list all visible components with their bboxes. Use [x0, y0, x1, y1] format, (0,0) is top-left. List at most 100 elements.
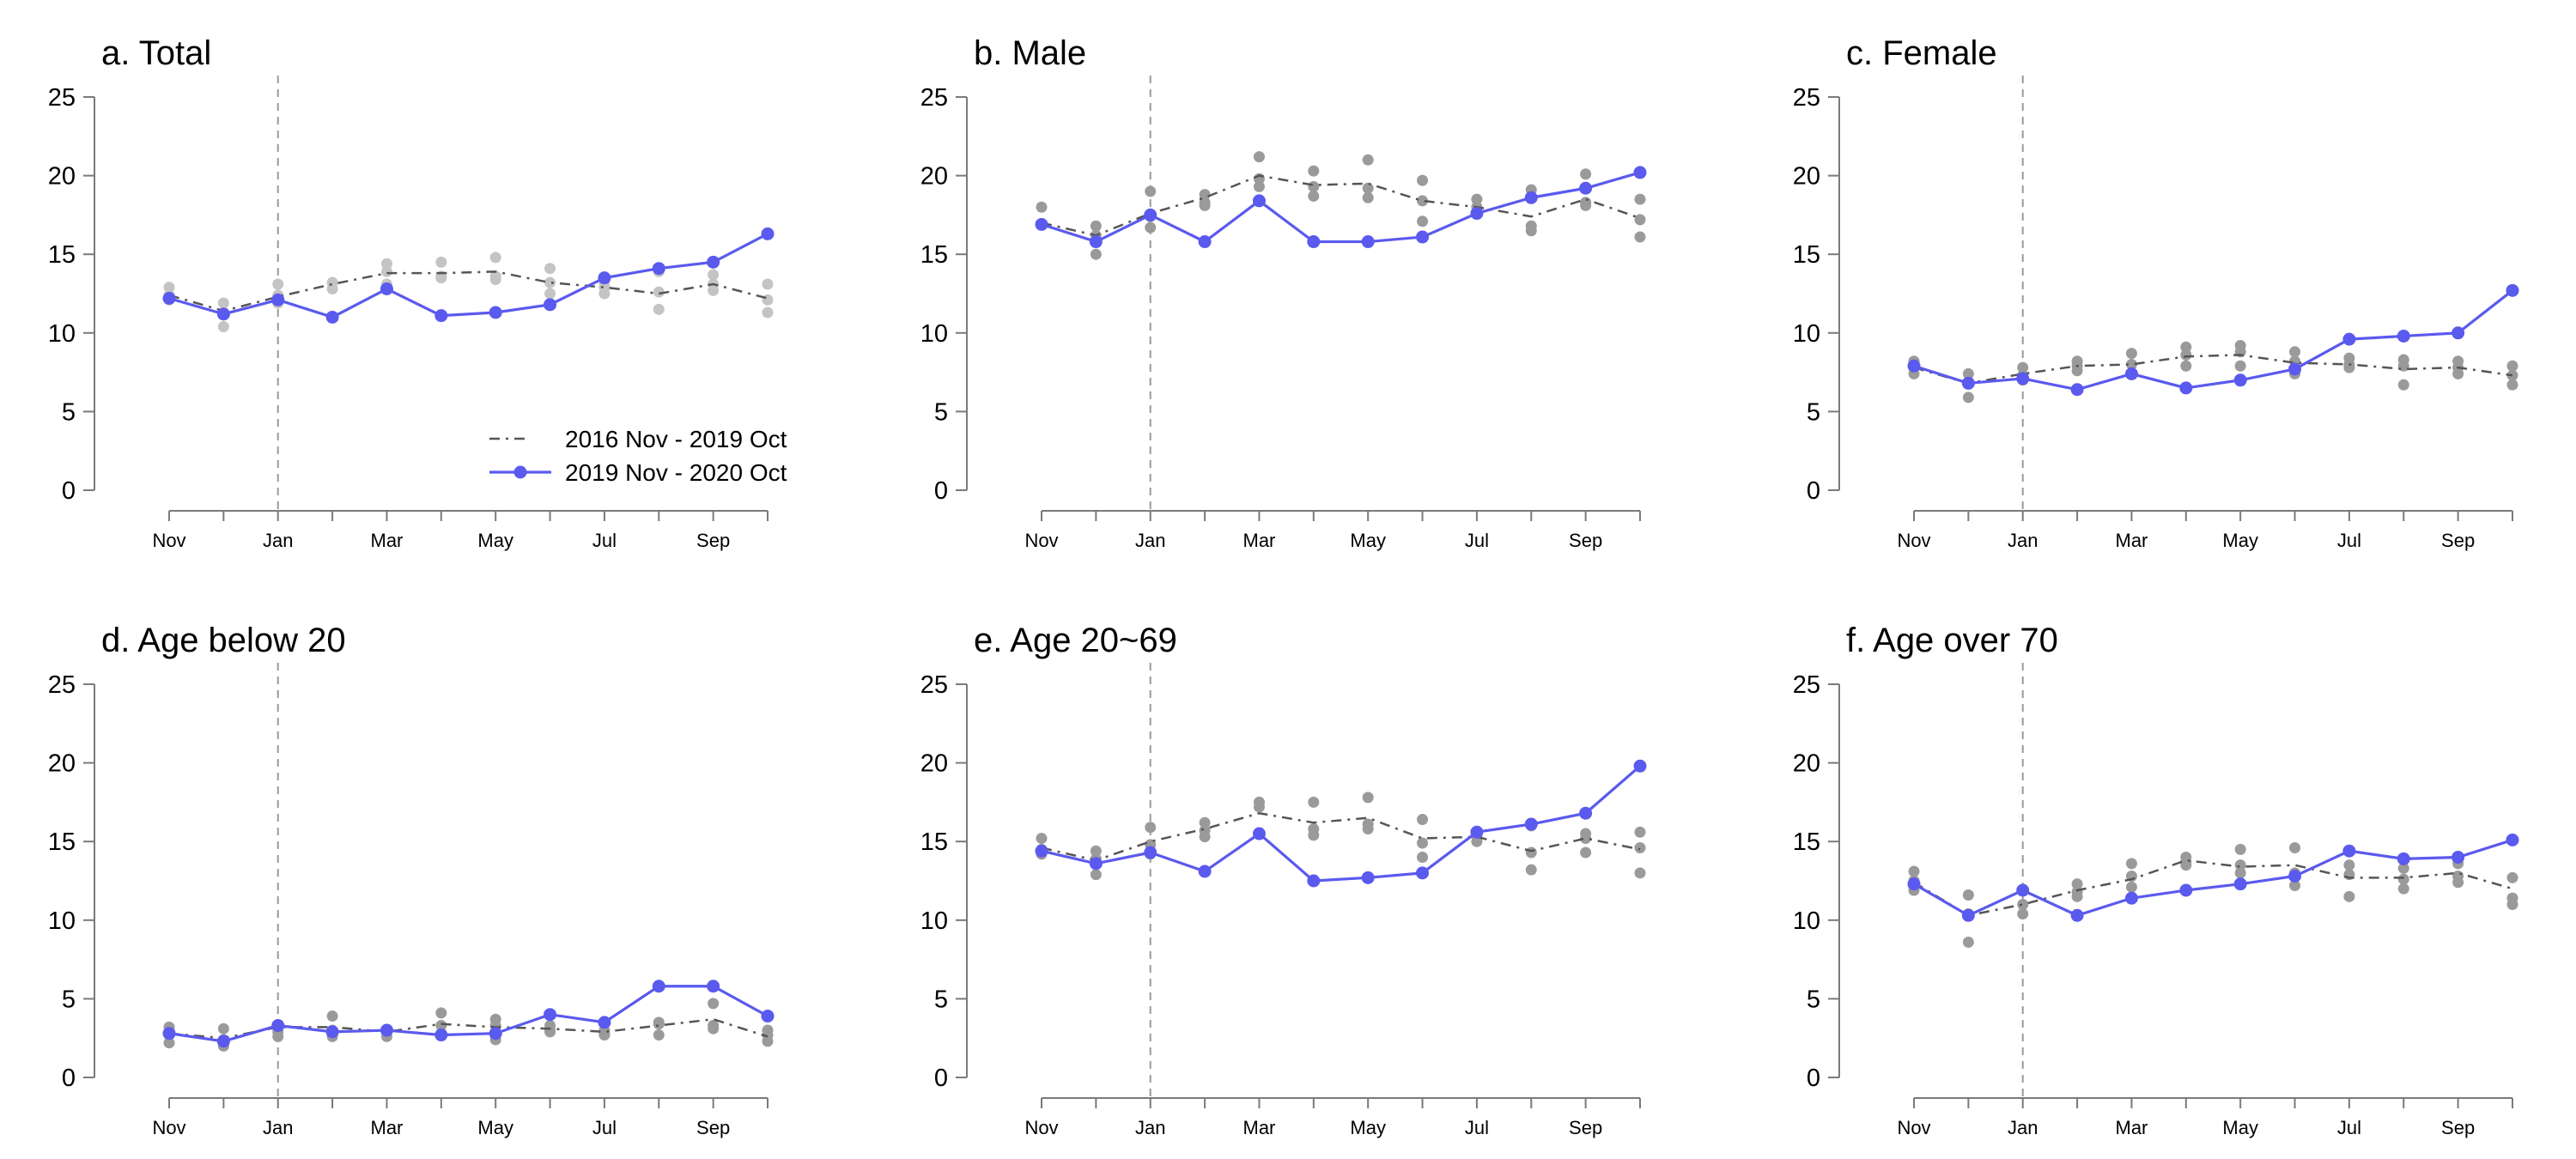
baseline-year-point — [327, 1010, 338, 1022]
x-tick-label: Sep — [696, 1117, 730, 1138]
x-tick-label: Jul — [2337, 530, 2361, 551]
baseline-year-point — [1417, 215, 1428, 227]
series-point-current — [489, 306, 502, 319]
baseline-year-point — [1254, 181, 1265, 192]
baseline-year-point — [2507, 899, 2518, 910]
baseline-year-point — [1526, 225, 1537, 236]
baseline-year-point — [2398, 379, 2409, 391]
y-tick-label: 5 — [934, 986, 948, 1013]
baseline-year-point — [2126, 858, 2137, 869]
panel-1: a. Total0510152025Nov Jan Mar May Jul Sep2016… — [48, 34, 787, 551]
baseline-year-point — [1308, 829, 1319, 840]
series-point-current — [707, 256, 720, 269]
baseline-year-point — [1417, 838, 1428, 849]
baseline-year-point — [1635, 867, 1646, 878]
series-line-current — [169, 986, 768, 1041]
panel-title: c. Female — [1846, 34, 1997, 72]
series-point-current — [217, 1035, 230, 1047]
series-point-current — [653, 262, 665, 275]
panel-title: b. Male — [974, 34, 1086, 72]
series-point-current — [1416, 231, 1429, 244]
y-tick-label: 15 — [1793, 241, 1820, 269]
baseline-year-point — [1635, 842, 1646, 853]
y-tick-label: 15 — [1793, 828, 1820, 856]
x-tick-label: Mar — [2116, 1117, 2148, 1138]
x-tick-label: Jul — [1465, 530, 1489, 551]
baseline-year-point — [272, 1031, 283, 1042]
series-point-current — [707, 980, 720, 992]
y-tick-label: 25 — [48, 671, 76, 699]
baseline-year-point — [762, 294, 774, 306]
baseline-year-point — [2017, 908, 2028, 919]
baseline-year-point — [1417, 814, 1428, 825]
baseline-year-point — [1526, 847, 1537, 859]
y-tick-label: 5 — [1807, 398, 1820, 426]
series-point-current — [598, 271, 611, 284]
y-tick-label: 10 — [920, 320, 948, 348]
y-tick-label: 5 — [62, 398, 76, 426]
series-point-current — [1470, 826, 1483, 839]
series-point-current — [2234, 877, 2247, 890]
legend-current-marker — [514, 466, 527, 479]
baseline-year-point — [1200, 831, 1211, 842]
series-point-current — [2342, 333, 2355, 346]
series-point-current — [2016, 883, 2029, 896]
y-tick-label: 15 — [48, 241, 76, 269]
series-point-current — [1144, 209, 1157, 221]
baseline-year-point — [218, 321, 229, 332]
y-tick-label: 20 — [920, 163, 948, 191]
x-tick-label: Jan — [1135, 530, 1165, 551]
x-tick-label: Sep — [1569, 530, 1602, 551]
y-tick-label: 10 — [48, 320, 76, 348]
baseline-year-point — [490, 252, 501, 263]
baseline-year-point — [2452, 368, 2464, 379]
series-point-current — [2506, 284, 2519, 297]
baseline-year-point — [2126, 882, 2137, 893]
series-point-current — [2506, 834, 2519, 846]
baseline-year-point — [2343, 891, 2354, 902]
x-tick-label: Jul — [592, 1117, 617, 1138]
series-point-current — [217, 307, 230, 320]
baseline-year-point — [1091, 869, 1102, 880]
baseline-year-point — [653, 1029, 665, 1041]
panel-6: f. Age over 70 0 5 10 15 20 25 Nov Jan Mar May Jul S… — [1793, 622, 2519, 1138]
baseline-year-point — [544, 263, 556, 274]
baseline-year-point — [381, 266, 392, 277]
baseline-year-point — [435, 1007, 447, 1018]
y-tick-label: 25 — [1793, 671, 1820, 699]
series-point-current — [1036, 845, 1048, 858]
panel-4: d. Age below 200510152025Nov Jan Mar May Jul… — [48, 622, 775, 1138]
series-point-current — [434, 1029, 447, 1041]
baseline-year-point — [1526, 865, 1537, 876]
x-tick-label: Nov — [1024, 1117, 1058, 1138]
x-tick-label: Jan — [263, 1117, 293, 1138]
x-tick-label: Mar — [2116, 530, 2148, 551]
x-tick-label: Mar — [371, 1117, 404, 1138]
baseline-year-point — [762, 1035, 774, 1047]
series-point-current — [762, 1010, 775, 1022]
baseline-year-point — [653, 304, 665, 315]
series-line-current — [1042, 766, 1640, 881]
baseline-year-point — [1963, 937, 1974, 948]
y-tick-label: 20 — [1793, 750, 1820, 778]
baseline-year-point — [1635, 827, 1646, 838]
series-point-current — [2234, 373, 2247, 386]
baseline-year-point — [2289, 842, 2300, 853]
baseline-year-point — [1036, 202, 1048, 213]
series-point-current — [1253, 828, 1266, 840]
y-tick-label: 5 — [1807, 986, 1820, 1013]
series-point-current — [380, 282, 393, 295]
y-tick-label: 20 — [48, 163, 76, 191]
y-tick-label: 25 — [48, 84, 76, 112]
series-point-current — [653, 980, 665, 992]
baseline-year-point — [2235, 844, 2246, 855]
x-tick-label: Nov — [1897, 1117, 1930, 1138]
baseline-year-point — [1635, 232, 1646, 243]
series-line-baseline — [1042, 176, 1640, 236]
x-tick-label: Sep — [2441, 1117, 2475, 1138]
series-point-current — [163, 292, 176, 305]
series-point-current — [2071, 383, 2084, 396]
baseline-year-point — [1635, 194, 1646, 205]
x-tick-label: Nov — [1897, 530, 1930, 551]
series-point-current — [2342, 845, 2355, 858]
